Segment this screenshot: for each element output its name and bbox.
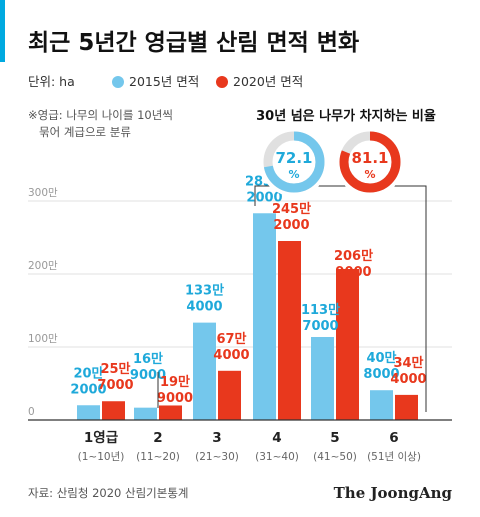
data-label-2020: 34만 4000 (390, 355, 426, 387)
legend-2015-label: 2015년 면적 (129, 74, 199, 89)
data-label-line: 4000 (186, 300, 222, 315)
data-label-2020: 67만 4000 (213, 331, 249, 363)
bar-2015 (311, 336, 334, 420)
x-category-label: 5 (330, 430, 339, 446)
data-label-line: 9000 (335, 265, 371, 280)
data-label-line: 113만 (301, 302, 340, 318)
data-label-line: 7000 (97, 378, 133, 393)
y-tick-label: 100만 (28, 333, 58, 345)
x-category-label: 2 (153, 430, 162, 446)
data-label-line: 67만 (216, 331, 246, 347)
callout-title: 30년 넘은 나무가 차지하는 비율 (256, 108, 436, 124)
data-label-line: 206만 (334, 248, 373, 264)
bar-2015 (193, 322, 216, 420)
x-category-sublabel: (51년 이상) (367, 451, 421, 463)
data-label-line: 16만 (133, 351, 163, 367)
bar-2020 (278, 241, 301, 420)
data-label-line: 40만 (366, 350, 396, 366)
bar-2020 (336, 268, 359, 420)
bar-2020 (159, 405, 182, 420)
bar-2020 (102, 401, 125, 420)
callout-layer: 72.1%81.1% (254, 127, 427, 412)
bar-2020 (218, 370, 241, 420)
data-label-line: 34만 (393, 355, 423, 371)
data-label-2020: 245만 2000 (272, 201, 311, 233)
y-tick-label: 0 (28, 406, 35, 418)
data-label-2015: 16만 9000 (130, 351, 166, 383)
brand-logo: The JoongAng (334, 484, 453, 502)
x-category-sublabel: (1~10년) (78, 451, 125, 463)
x-category-sublabel: (21~30) (195, 451, 239, 463)
x-category-label: 6 (389, 430, 398, 446)
data-label-2015: 113만 7000 (301, 302, 340, 334)
donut-value: 81.1 (351, 149, 388, 167)
x-category-label: 1영급 (84, 429, 119, 446)
note-line-2: 묶어 계급으로 분류 (39, 125, 131, 139)
data-label-line: 2000 (273, 218, 309, 233)
x-category-sublabel: (31~40) (255, 451, 299, 463)
x-category-sublabel: (41~50) (313, 451, 357, 463)
donut-arc (263, 131, 325, 193)
donut-arc (339, 131, 401, 193)
data-label-line: 7000 (302, 319, 338, 334)
x-category-label: 4 (272, 430, 281, 446)
bar-2015 (370, 390, 393, 420)
bar-2015 (77, 405, 100, 420)
page-title: 최근 5년간 영급별 산림 면적 변화 (28, 30, 359, 56)
data-label-line: 25만 (100, 361, 130, 377)
callout-bracket (254, 185, 427, 412)
data-label-2015: 40만 8000 (363, 350, 399, 382)
x-axis: 1영급 (1~10년) 2 (11~20) 3 (21~30) 4 (31~40) 5 (41~5… (28, 419, 452, 463)
data-label-line: 9000 (130, 368, 166, 383)
title-accent-bar (0, 0, 5, 62)
source-note: 자료: 산림청 2020 산림기본통계 (28, 486, 189, 500)
bar-2020 (395, 394, 418, 420)
data-label-line: 2000 (70, 382, 106, 397)
data-label-2015: 133만 4000 (185, 283, 224, 315)
data-label-line: 8000 (363, 367, 399, 382)
data-label-2020: 25만 7000 (97, 361, 133, 393)
data-label-2020: 206만 9000 (334, 248, 373, 280)
data-label-line: 19만 (160, 374, 190, 390)
data-label-line: 20만 (73, 365, 103, 381)
donut-value: 72.1 (275, 149, 312, 167)
note-line-1: ※영급: 나무의 나이를 10년씩 (28, 108, 173, 122)
data-label-line: 245만 (272, 201, 311, 217)
y-tick-label: 300만 (28, 187, 58, 199)
data-label-line: 4000 (213, 348, 249, 363)
unit-label: 단위: ha (28, 74, 75, 89)
donut-unit: % (288, 168, 299, 181)
x-category-label: 3 (212, 430, 221, 446)
data-label-2015: 20만 2000 (70, 365, 106, 397)
data-label-line: 133만 (185, 283, 224, 299)
donut-unit: % (364, 168, 375, 181)
legend-2020-label: 2020년 면적 (233, 74, 303, 89)
bar-2015 (134, 407, 157, 420)
legend-2015-swatch (112, 76, 124, 88)
x-category-sublabel: (11~20) (136, 451, 180, 463)
bar-2015 (253, 213, 276, 420)
data-label-line: 9000 (157, 391, 193, 406)
legend-2020-swatch (216, 76, 228, 88)
data-label-line: 4000 (390, 372, 426, 387)
y-tick-label: 200만 (28, 260, 58, 272)
data-label-2020: 19만 9000 (157, 374, 193, 406)
